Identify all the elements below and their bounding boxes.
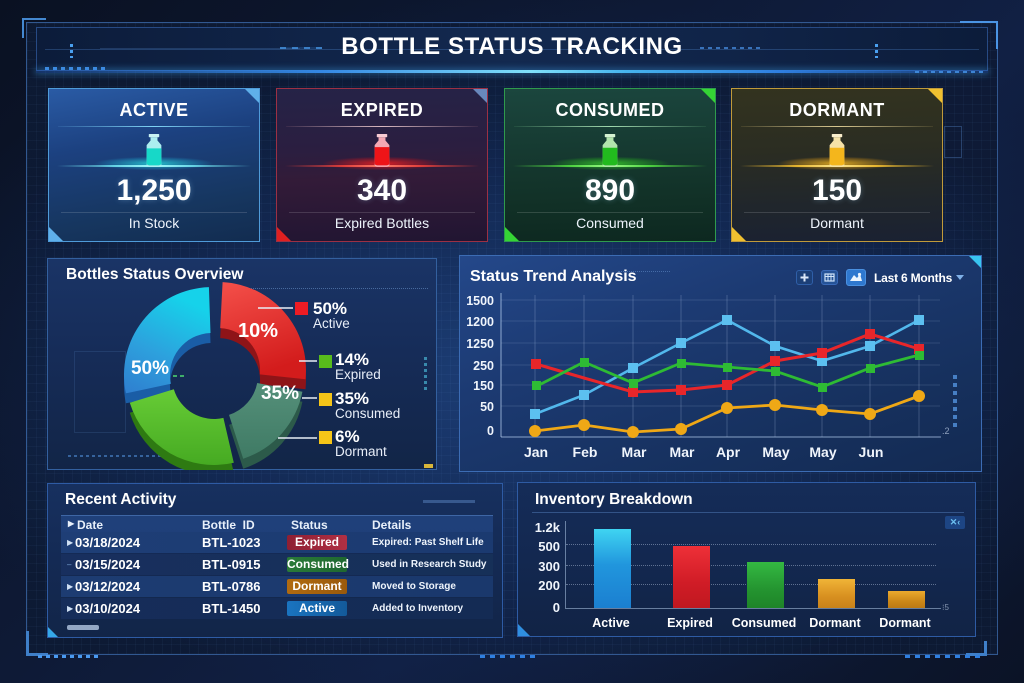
svg-text:1200: 1200 [466,315,494,329]
svg-text:250: 250 [473,359,494,373]
svg-text:35%: 35% [261,383,299,404]
svg-text:.2: .2 [942,426,950,436]
svg-text:0: 0 [487,424,494,438]
svg-text:Apr: Apr [716,444,741,460]
svg-text:10%: 10% [238,320,278,342]
svg-text:1500: 1500 [466,294,494,308]
svg-text:50: 50 [480,400,494,414]
svg-text:50%: 50% [131,358,169,379]
svg-text:Jun: Jun [859,444,884,460]
svg-text:1250: 1250 [466,337,494,351]
svg-text:Mar: Mar [622,444,647,460]
svg-text:May: May [762,444,789,460]
svg-text:Mar: Mar [670,444,695,460]
svg-text:Jan: Jan [524,444,548,460]
svg-text:May: May [809,444,836,460]
svg-text:Feb: Feb [573,444,598,460]
svg-text:150: 150 [473,379,494,393]
